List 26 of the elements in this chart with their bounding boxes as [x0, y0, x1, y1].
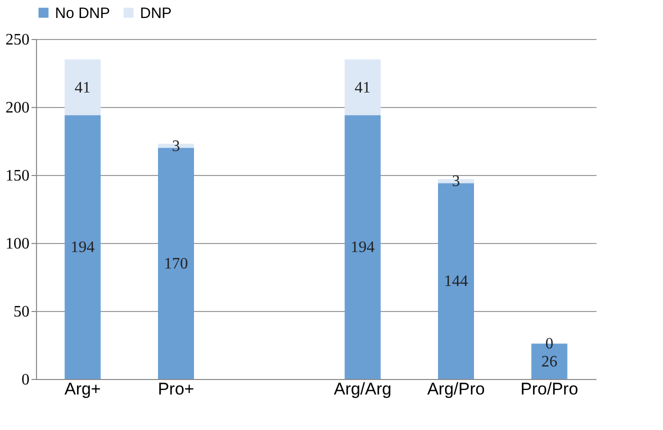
data-label: 3	[172, 138, 180, 155]
data-label: 194	[350, 239, 375, 256]
bar	[344, 115, 381, 379]
data-label: 41	[74, 79, 91, 96]
y-tick-label: 250	[6, 32, 30, 48]
x-tick-label: Arg+	[64, 380, 101, 398]
bar	[64, 59, 101, 116]
y-tick-label: 150	[6, 168, 30, 184]
legend-label: DNP	[140, 4, 172, 22]
x-tick-label: Arg/Pro	[427, 380, 485, 398]
data-label: 144	[444, 273, 468, 290]
bar	[64, 115, 101, 379]
y-tick-label: 200	[6, 100, 30, 116]
data-label: 3	[452, 173, 460, 190]
y-tick-label: 0	[22, 372, 30, 388]
y-tick-label: 100	[6, 236, 30, 252]
x-tick-label: Arg/Arg	[334, 380, 392, 398]
data-label: 26	[541, 353, 558, 370]
x-tick-label: Pro/Pro	[520, 380, 578, 398]
legend-label: No DNP	[55, 4, 110, 22]
data-label: 170	[164, 255, 188, 272]
data-label: 194	[70, 239, 95, 256]
bar	[344, 59, 381, 116]
data-label: 41	[354, 79, 371, 96]
x-tick-label: Pro+	[158, 380, 194, 398]
y-tick-label: 50	[14, 304, 30, 320]
